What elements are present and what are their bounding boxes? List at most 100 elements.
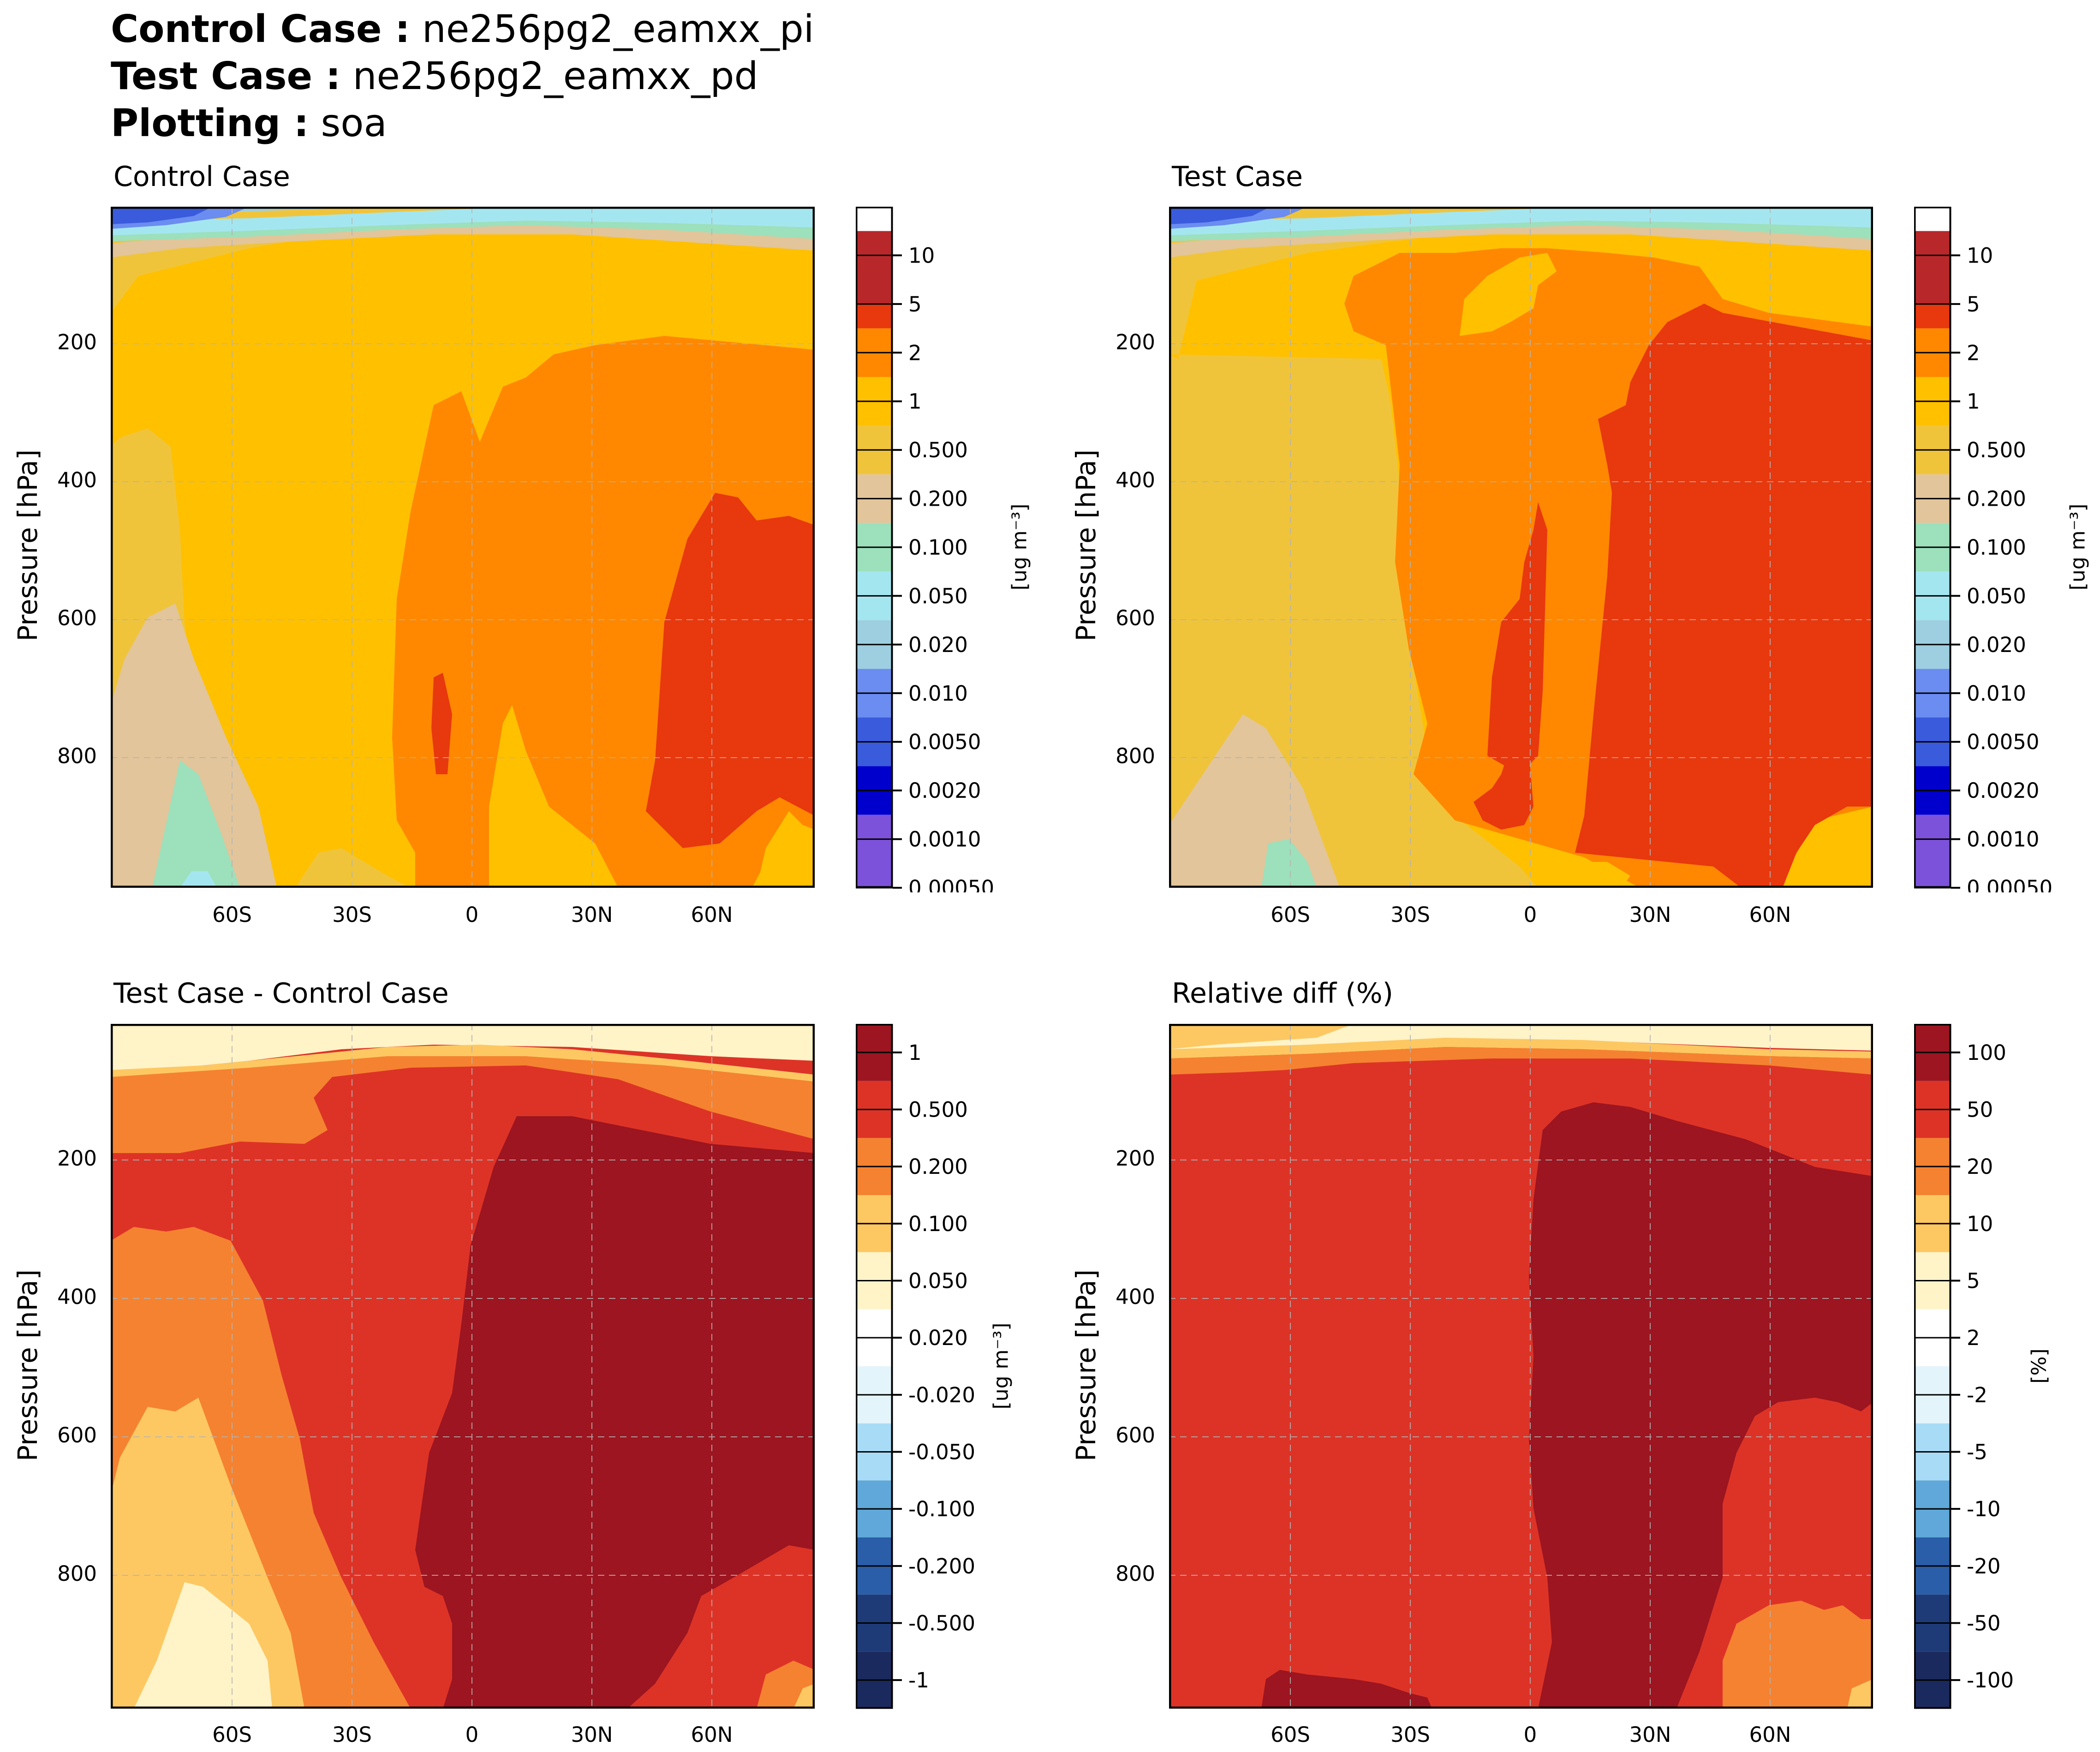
fill-100-50-bottom	[1261, 1670, 1432, 1709]
header-test: Test Case : ne256pg2_eamxx_pd	[111, 54, 758, 100]
header-plotting: Plotting : soa	[111, 101, 387, 147]
colorbar-tick-label: 0.050	[908, 1269, 968, 1293]
colorbar-svg: 1 0.500 0.200 0.100 0.050 0.020 -0.020 -0.050 -0…	[856, 1024, 975, 1709]
colorbar-tick-label: 0.0010	[1967, 827, 2039, 852]
header-plotting-value: soa	[321, 102, 387, 145]
panel-4-colorbar-label: [%]	[2027, 1348, 2051, 1384]
colorbar-tick-label: -20	[1967, 1554, 2001, 1579]
panel-3-ylabel: Pressure [hPa]	[12, 1269, 43, 1462]
colorbar-tick-label: 0.0050	[1967, 730, 2039, 754]
panel-2-ytick: 600	[1116, 606, 1155, 630]
colorbar-tick-label: 1	[908, 1040, 922, 1065]
colorbar-tick-label: -100	[1967, 1668, 2014, 1692]
panel-4-xtick: 60N	[1749, 1722, 1791, 1747]
colorbar-tick-label: 0.500	[1967, 438, 2026, 462]
panel-2-ytick: 400	[1116, 468, 1155, 492]
header-control-value: ne256pg2_eamxx_pi	[422, 7, 814, 51]
colorbar-tick-label: -0.500	[908, 1611, 975, 1636]
panel-2-title: Test Case	[1172, 161, 1303, 193]
fill-1-0.500-corner	[1833, 862, 1873, 888]
colorbar-tick-label: 5	[1967, 1269, 1980, 1293]
panel-3-ytick: 800	[57, 1561, 97, 1586]
colorbar-frame	[1914, 1024, 1951, 1709]
colorbar-tick-label: 0.00050	[908, 876, 994, 892]
panel-2-ytick: 200	[1116, 330, 1155, 354]
fill-0.050-0.020-left	[134, 1582, 272, 1709]
fill-20-10-band	[1169, 1047, 1873, 1075]
fill-0.100-0.050	[1169, 714, 1340, 888]
panel-2-xtick: 30S	[1390, 903, 1430, 927]
fill-5-2-tongue-2	[1487, 502, 1547, 774]
header-control: Control Case : ne256pg2_eamxx_pi	[111, 6, 814, 53]
panel-3-xtick: 30N	[571, 1722, 613, 1747]
panel-1-plot	[111, 207, 815, 888]
fill-0.200-0.100-top	[111, 1056, 815, 1153]
colorbar-frame	[856, 1024, 893, 1709]
fill-1-0.500-lowtrop	[489, 705, 618, 888]
panel-1-ylabel: Pressure [hPa]	[12, 449, 43, 642]
panel-1-ytick: 800	[57, 744, 97, 768]
axes-frame	[1169, 1024, 1873, 1709]
colorbar-tick-label: 10	[1967, 1212, 1993, 1236]
panel-3-xtick: 0	[465, 1722, 479, 1747]
fill-0.100-0.050-top	[111, 1045, 815, 1086]
colorbar-tick-label: 0.0020	[908, 778, 981, 803]
panel-2-xtick: 60S	[1271, 903, 1310, 927]
fill-0.100-0.050	[111, 604, 277, 888]
fill-0.050-0.020	[152, 760, 240, 888]
panel-2-xtick: 0	[1523, 903, 1537, 927]
colorbar-tick-label: 10	[908, 243, 935, 268]
colorbar-tick-label: 0.020	[908, 1326, 968, 1350]
panel-3-ytick: 200	[57, 1146, 97, 1171]
panel-1-ytick: 200	[57, 330, 97, 354]
colorbar-tick-label: 0.0050	[908, 730, 981, 754]
panel-1-ytick: 600	[57, 606, 97, 630]
fill-0.020-0.010-top	[1169, 207, 1873, 235]
colorbar-bin	[856, 231, 893, 304]
panel-2-xtick: 30N	[1629, 903, 1671, 927]
fill-5-2	[1575, 304, 1873, 888]
panel-3-title: Test Case - Control Case	[113, 977, 449, 1010]
colorbar-tick-label: 2	[908, 341, 922, 365]
fill-0.100-0.050-left	[111, 1398, 304, 1709]
colorbar-tick-label: 0.020	[1967, 633, 2026, 657]
panel-1-xtick: 30S	[332, 903, 372, 927]
panel-4-plot	[1169, 1024, 1873, 1709]
colorbar-tick-label: 5	[908, 292, 922, 317]
fill-0.020-0.010	[180, 871, 217, 888]
panel-3-ytick: 600	[57, 1423, 97, 1447]
fill-0.0020-0.0010-top	[111, 207, 212, 224]
panel-1-xtick: 60S	[212, 903, 252, 927]
fill-0.100-0.050-corner	[793, 1684, 815, 1709]
colorbar-tick-label: 50	[1967, 1098, 1993, 1122]
header-control-label: Control Case :	[111, 7, 410, 51]
panel-4-ytick: 600	[1116, 1423, 1155, 1447]
fill-0.050-0.020-top	[111, 1024, 815, 1075]
fill-10-5-corner	[1847, 1679, 1873, 1709]
colorbar-tick-label: 0.200	[1967, 487, 2026, 511]
header-plotting-label: Plotting :	[111, 102, 309, 145]
colorbar-tick-label: -0.200	[908, 1554, 975, 1579]
colorbar-tick-label: -1	[908, 1668, 929, 1692]
colorbar-svg: 10 5 2 1 0.500 0.200 0.100 0.050 0.020 0.010 0.005…	[1914, 207, 2052, 892]
colorbar-tick-label: 0.050	[908, 584, 968, 608]
panel-3-xtick: 60S	[212, 1722, 252, 1747]
fill-5-2-spot	[431, 673, 452, 774]
panel-1-xtick: 0	[465, 903, 479, 927]
colorbar-tick-label: -10	[1967, 1497, 2001, 1521]
panel-2-colorbar-label: [ug m⁻³]	[2066, 503, 2090, 591]
gridlines	[1169, 1024, 1873, 1709]
panel-4-ytick: 200	[1116, 1146, 1155, 1171]
colorbar-tick-label: 1	[908, 389, 922, 414]
fill-5-2	[646, 493, 815, 848]
fill-0.050-0.020	[1261, 839, 1317, 888]
fill-1-0.500-corner	[752, 853, 815, 888]
panel-2-xtick: 60N	[1749, 903, 1791, 927]
panel-1-xtick: 60N	[691, 903, 733, 927]
gridlines	[111, 207, 815, 888]
panel-1-xtick: 30N	[571, 903, 613, 927]
colorbar-tick-label: 0.500	[908, 438, 968, 462]
header-test-value: ne256pg2_eamxx_pd	[352, 54, 758, 98]
fill-0.020-0.010-top	[111, 207, 815, 235]
colorbar-frame	[1914, 207, 1951, 888]
